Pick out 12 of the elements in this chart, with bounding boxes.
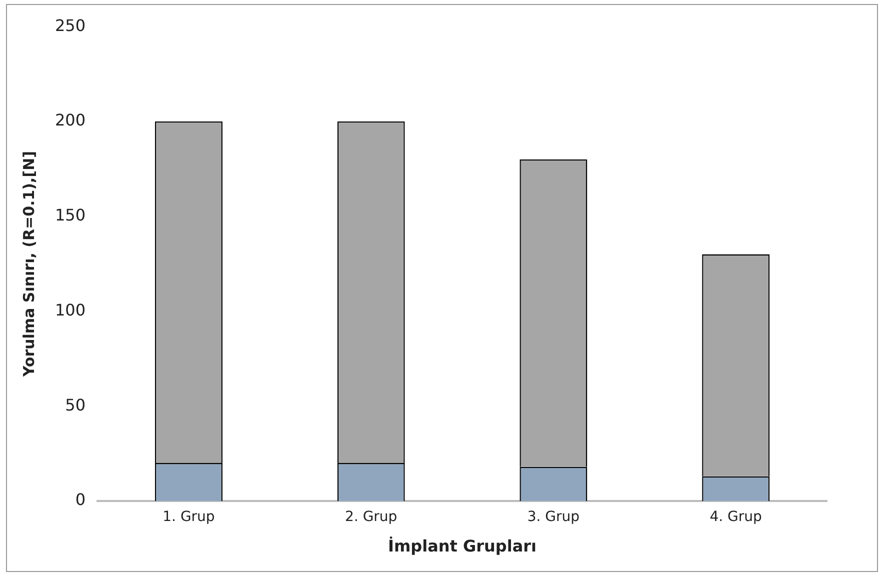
x-tick-label: 3. Grup xyxy=(527,509,580,526)
y-tick-label: 250 xyxy=(54,16,86,35)
x-tick-label: 2. Grup xyxy=(345,509,398,526)
y-tick-label: 100 xyxy=(54,300,86,320)
y-tick-label: 0 xyxy=(75,490,86,510)
y-tick-label: 50 xyxy=(65,395,86,414)
y-axis-title: Yorulma Sınırı, (R=0.1),[N] xyxy=(20,151,38,378)
y-tick-label: 150 xyxy=(54,206,86,225)
x-tick-label: 4. Grup xyxy=(710,509,762,526)
x-tick-label: 1. Grup xyxy=(162,509,215,526)
x-axis-title: İmplant Grupları xyxy=(388,536,537,556)
y-tick-label: 200 xyxy=(54,110,86,130)
